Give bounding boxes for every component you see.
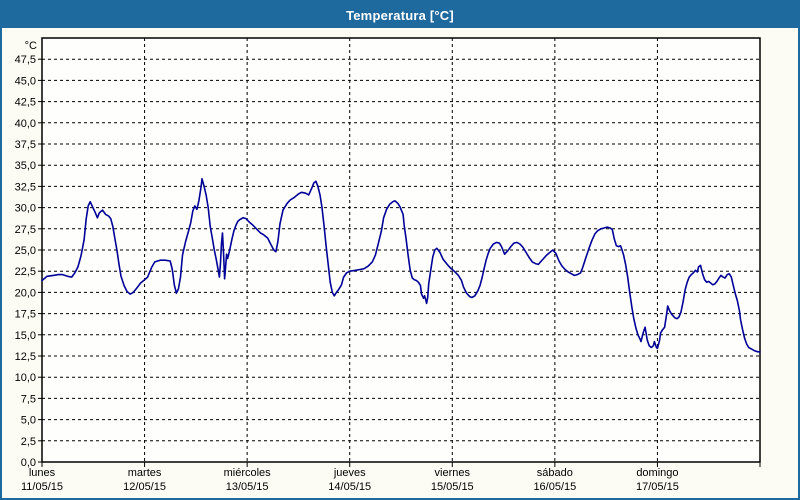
svg-text:42,5: 42,5 bbox=[15, 97, 36, 109]
x-axis-date: 15/05/15 bbox=[431, 481, 474, 493]
x-axis-date: 11/05/15 bbox=[21, 481, 63, 493]
svg-text:37,5: 37,5 bbox=[15, 139, 36, 151]
y-axis-unit-label: °C bbox=[25, 40, 37, 52]
svg-text:35,0: 35,0 bbox=[15, 160, 36, 172]
window-title: Temperatura [°C] bbox=[346, 7, 454, 23]
svg-text:10,0: 10,0 bbox=[15, 372, 36, 384]
x-axis-day-name: lunes bbox=[29, 467, 56, 479]
svg-text:40,0: 40,0 bbox=[15, 118, 36, 130]
svg-text:17,5: 17,5 bbox=[15, 309, 36, 321]
x-axis-date: 17/05/15 bbox=[636, 481, 679, 493]
svg-text:2,5: 2,5 bbox=[21, 436, 36, 448]
svg-text:15,0: 15,0 bbox=[15, 330, 36, 342]
x-tick-marks bbox=[41, 462, 761, 467]
x-axis-date: 12/05/15 bbox=[123, 481, 166, 493]
x-axis-day-name: viernes bbox=[435, 467, 471, 479]
x-axis-date: 13/05/15 bbox=[226, 481, 269, 493]
x-axis-day-name: martes bbox=[128, 467, 162, 479]
svg-text:25,0: 25,0 bbox=[15, 245, 36, 257]
x-axis-labels: lunes 11/05/15 martes 12/05/15 miércoles 13/0… bbox=[21, 467, 679, 493]
x-axis-date: 16/05/15 bbox=[533, 481, 576, 493]
x-axis-day-name: jueves bbox=[333, 467, 366, 479]
svg-text:45,0: 45,0 bbox=[15, 75, 36, 87]
x-axis-day-name: domingo bbox=[636, 467, 678, 479]
x-axis-date: 14/05/15 bbox=[328, 481, 371, 493]
svg-text:0,0: 0,0 bbox=[21, 457, 36, 469]
svg-text:20,0: 20,0 bbox=[15, 287, 36, 299]
svg-text:5,0: 5,0 bbox=[21, 415, 36, 427]
svg-text:27,5: 27,5 bbox=[15, 224, 36, 236]
temperature-line bbox=[41, 178, 761, 353]
svg-text:30,0: 30,0 bbox=[15, 203, 36, 215]
plot-area bbox=[41, 37, 761, 463]
svg-text:32,5: 32,5 bbox=[15, 181, 36, 193]
x-axis-day-name: miércoles bbox=[224, 467, 272, 479]
y-axis-labels: 47,5 45,0 42,5 40,0 37,5 35,0 32,5 30,0 27,5 25,0… bbox=[15, 40, 37, 469]
svg-text:47,5: 47,5 bbox=[15, 54, 36, 66]
svg-text:22,5: 22,5 bbox=[15, 266, 36, 278]
v-gridlines bbox=[144, 38, 658, 462]
window-title-bar: Temperatura [°C] bbox=[2, 2, 798, 28]
y-tick-marks bbox=[38, 58, 42, 463]
x-axis-day-name: sábado bbox=[537, 467, 573, 479]
svg-text:12,5: 12,5 bbox=[15, 351, 36, 363]
svg-text:7,5: 7,5 bbox=[21, 393, 36, 405]
